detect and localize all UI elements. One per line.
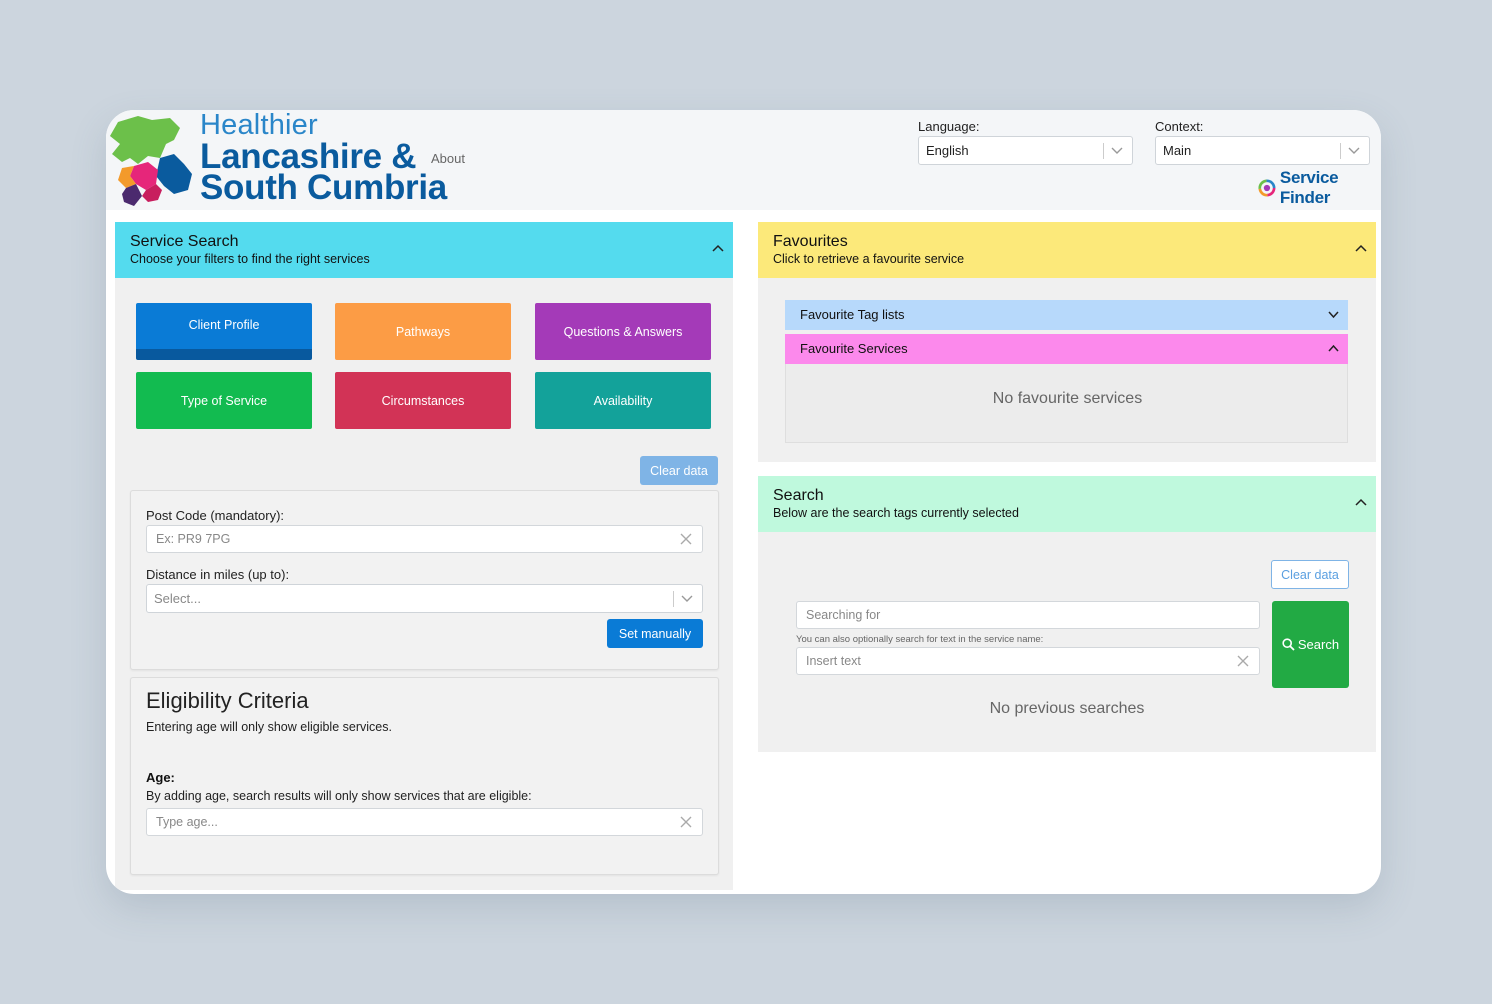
service-search-header[interactable]: Service Search Choose your filters to fi… <box>115 222 733 278</box>
context-label: Context: <box>1155 119 1204 134</box>
availability-tile[interactable]: Availability <box>535 372 711 429</box>
language-value: English <box>926 143 969 158</box>
search-panel: Search Below are the search tags current… <box>758 476 1376 752</box>
eligibility-description: Entering age will only show eligible ser… <box>146 720 392 734</box>
age-input[interactable]: Type age... <box>146 808 703 836</box>
distance-placeholder: Select... <box>154 591 201 606</box>
questions-answers-label: Questions & Answers <box>563 324 683 339</box>
search-header[interactable]: Search Below are the search tags current… <box>758 476 1376 532</box>
clear-icon[interactable] <box>680 533 692 545</box>
no-favourite-services-text: No favourite services <box>992 390 1143 407</box>
chevron-down-icon <box>1111 147 1123 154</box>
favourite-services-label: Favourite Services <box>800 341 908 356</box>
context-select[interactable]: Main <box>1155 136 1370 165</box>
service-finder-logo-icon <box>1258 179 1276 197</box>
language-select[interactable]: English <box>918 136 1133 165</box>
chevron-up-icon <box>1328 344 1339 352</box>
select-separator <box>673 591 674 607</box>
logo-line-healthier: Healthier <box>200 110 318 141</box>
circumstances-tile[interactable]: Circumstances <box>335 372 511 429</box>
availability-label: Availability <box>593 393 653 408</box>
type-of-service-tile[interactable]: Type of Service <box>136 372 312 429</box>
age-placeholder: Type age... <box>156 815 218 829</box>
pathways-label: Pathways <box>395 324 451 339</box>
language-label: Language: <box>918 119 980 134</box>
searching-for-placeholder: Searching for <box>806 608 881 622</box>
chevron-up-icon[interactable] <box>1354 496 1368 510</box>
age-label: Age: <box>146 770 175 785</box>
pathways-tile[interactable]: Pathways <box>335 303 511 360</box>
favourite-tag-lists-row[interactable]: Favourite Tag lists <box>785 300 1348 330</box>
select-separator <box>1340 143 1341 159</box>
app-window: Healthier Lancashire & South Cumbria Abo… <box>106 110 1381 894</box>
chevron-up-icon[interactable] <box>1354 242 1368 256</box>
search-clear-data-button[interactable]: Clear data <box>1271 560 1349 589</box>
client-profile-tile[interactable]: Client Profile <box>136 303 312 360</box>
search-icon <box>1282 638 1295 651</box>
no-previous-searches-text: No previous searches <box>989 700 1145 717</box>
age-hint: By adding age, search results will only … <box>146 789 532 803</box>
postcode-input[interactable]: Ex: PR9 7PG <box>146 525 703 553</box>
postcode-placeholder: Ex: PR9 7PG <box>156 532 231 546</box>
client-profile-label: Client Profile <box>188 318 260 332</box>
circumstances-label: Circumstances <box>381 393 465 408</box>
service-search-subtitle: Choose your filters to find the right se… <box>130 252 370 266</box>
insert-text-input[interactable]: Insert text <box>796 647 1260 675</box>
clear-data-button[interactable]: Clear data <box>640 456 718 485</box>
favourite-services-body: No favourite services <box>785 364 1348 443</box>
service-finder-badge: Service Finder <box>1258 168 1381 208</box>
favourites-title: Favourites <box>773 233 848 250</box>
chevron-down-icon <box>1328 311 1339 319</box>
search-button[interactable]: Search <box>1272 601 1349 688</box>
top-bar: Healthier Lancashire & South Cumbria Abo… <box>106 110 1381 210</box>
postcode-label: Post Code (mandatory): <box>146 508 285 523</box>
search-title: Search <box>773 487 824 504</box>
chevron-up-icon[interactable] <box>711 242 725 256</box>
favourite-services-row[interactable]: Favourite Services <box>785 334 1348 364</box>
about-link[interactable]: About <box>431 151 465 166</box>
questions-answers-tile[interactable]: Questions & Answers <box>535 303 711 360</box>
service-search-panel: Service Search Choose your filters to fi… <box>115 222 733 890</box>
search-subtitle: Below are the search tags currently sele… <box>773 506 1019 520</box>
eligibility-title: Eligibility Criteria <box>146 688 309 713</box>
logo-wordmark: Healthier Lancashire & South Cumbria <box>200 110 447 207</box>
favourite-tag-lists-label: Favourite Tag lists <box>800 307 905 322</box>
context-value: Main <box>1163 143 1192 158</box>
search-hint: You can also optionally search for text … <box>796 634 1044 645</box>
insert-text-placeholder: Insert text <box>806 654 861 668</box>
favourites-panel: Favourites Click to retrieve a favourite… <box>758 222 1376 462</box>
favourites-subtitle: Click to retrieve a favourite service <box>773 252 965 266</box>
select-separator <box>1103 143 1104 159</box>
distance-label: Distance in miles (up to): <box>146 567 290 582</box>
eligibility-card: Eligibility Criteria Entering age will o… <box>130 677 719 875</box>
set-manually-button[interactable]: Set manually <box>607 619 703 648</box>
logo-line-lancashire: Lancashire & <box>200 137 417 176</box>
service-search-title: Service Search <box>130 233 239 250</box>
searching-for-input[interactable]: Searching for <box>796 601 1260 629</box>
distance-select[interactable]: Select... <box>146 584 703 613</box>
search-button-label: Search <box>1297 637 1340 652</box>
lancashire-map-logo-icon <box>110 116 192 206</box>
clear-icon[interactable] <box>1237 655 1249 667</box>
location-card: Post Code (mandatory): Ex: PR9 7PG Dista… <box>130 490 719 670</box>
chevron-down-icon <box>1348 147 1360 154</box>
service-finder-label: Service Finder <box>1279 168 1339 207</box>
clear-icon[interactable] <box>680 816 692 828</box>
type-of-service-label: Type of Service <box>180 393 268 408</box>
favourites-header[interactable]: Favourites Click to retrieve a favourite… <box>758 222 1376 278</box>
chevron-down-icon <box>681 595 693 602</box>
logo-line-south-cumbria: South Cumbria <box>200 168 447 207</box>
